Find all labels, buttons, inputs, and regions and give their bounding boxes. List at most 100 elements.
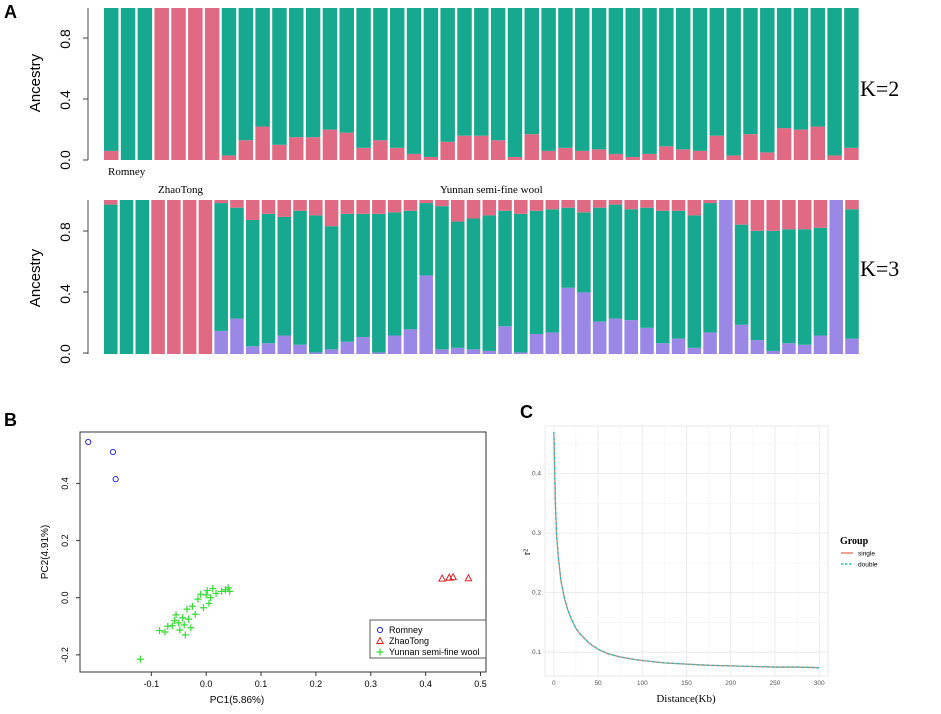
k3-bar-27-teal xyxy=(514,213,528,353)
pca-ytick-label-3: 0.4 xyxy=(60,477,70,490)
k2-bar-3-teal xyxy=(137,8,153,160)
k3-bars xyxy=(104,200,859,354)
k2-bar-22-teal xyxy=(457,8,472,136)
ld-ytick-label-2: 0.3 xyxy=(532,530,541,537)
k2-bar-23-pink xyxy=(474,135,489,160)
k3-bar-8-purple xyxy=(214,330,228,354)
k2-bar-6-pink xyxy=(188,8,203,160)
k2-bar-18-teal xyxy=(389,8,405,148)
ld-xtick-label-2: 100 xyxy=(637,680,648,687)
k3-bar-14-purple xyxy=(309,352,323,354)
pca-xtick-label-0: -0.1 xyxy=(144,679,160,689)
k2-bar-23-teal xyxy=(474,8,489,136)
pca-point-romney-3 xyxy=(112,476,119,483)
legend-romney-label: Romney xyxy=(389,625,423,635)
k3-ylabel: Ancestry xyxy=(27,248,44,307)
ld-grid xyxy=(545,426,828,676)
ld-legend: Group single double xyxy=(840,536,878,569)
k2-bar-24-teal xyxy=(490,8,506,141)
k2-bar-32-pink xyxy=(625,156,640,160)
ld-xtick-label-4: 200 xyxy=(725,680,736,687)
k3-bar-10-purple xyxy=(245,346,260,354)
pca-point-yunnan-30 xyxy=(205,599,213,607)
k3-bar-43-pink xyxy=(766,200,780,231)
k2-bar-25-teal xyxy=(507,8,523,157)
k3-bar-22-purple xyxy=(435,349,449,354)
legend-zhaotong-marker xyxy=(375,636,385,644)
k2-bar-30-teal xyxy=(591,8,607,150)
k3-bar-37-teal xyxy=(671,210,686,339)
k3-bar-45-pink xyxy=(797,200,812,230)
k2-bar-27-pink xyxy=(541,150,556,160)
k2-bar-39-pink xyxy=(743,134,758,160)
pca-point-yunnan-7 xyxy=(172,611,180,619)
ld-xtick-label-3: 150 xyxy=(681,680,692,687)
k2-bar-29-teal xyxy=(575,8,590,151)
pca-point-romney-2 xyxy=(109,448,117,456)
ld-ylabel: r² xyxy=(522,549,533,555)
k2-bar-12-teal xyxy=(289,8,304,138)
k3-bar-18-purple xyxy=(372,352,386,354)
k2-ylabel: Ancestry xyxy=(27,53,44,112)
k3-bar-11-pink xyxy=(261,200,276,214)
k3-bar-11-teal xyxy=(261,213,276,344)
k3-bar-30-purple xyxy=(561,287,575,354)
k3-bar-9-pink xyxy=(230,200,244,208)
k3-bar-34-pink xyxy=(624,200,638,210)
k3-bar-37-purple xyxy=(671,338,686,354)
k2-bar-40-teal xyxy=(760,8,775,153)
k3-bar-48-purple xyxy=(845,338,859,354)
k3-bar-21-pink xyxy=(419,200,433,204)
ld-xtick-label-5: 250 xyxy=(770,680,781,687)
k2-bar-41-teal xyxy=(776,8,792,129)
k3-bar-4-pink xyxy=(151,200,165,354)
pca-xtick-label-6: 0.5 xyxy=(474,679,487,689)
k2-bar-20-teal xyxy=(423,8,439,157)
k3-plot: Ancestry 0.0 0.4 0.8 K=3 xyxy=(27,200,899,364)
k2-bar-26-pink xyxy=(524,134,540,160)
legend-yunnan-label: Yunnan semi-fine wool xyxy=(389,647,480,657)
pca-point-yunnan-16 xyxy=(188,602,196,610)
ld-xlabel: Distance(Kb) xyxy=(656,693,716,705)
pca-xtick-label-2: 0.1 xyxy=(255,679,268,689)
k2-bar-19-pink xyxy=(406,153,422,160)
k3-bar-38-pink xyxy=(687,200,702,216)
k3-bar-12-purple xyxy=(277,335,292,354)
ld-xtick-label-0: 0 xyxy=(552,680,556,687)
k3-bar-44-purple xyxy=(782,343,796,354)
pca-point-yunnan-3 xyxy=(161,628,169,636)
k2-ytick-2: 0.8 xyxy=(57,29,73,49)
pca-point-yunnan-11 xyxy=(180,621,188,629)
k2-bar-10-pink xyxy=(255,126,270,160)
pca-point-yunnan-6 xyxy=(170,617,178,625)
k3-bar-41-pink xyxy=(734,200,749,225)
k3-bar-29-purple xyxy=(545,332,560,354)
k3-bar-26-pink xyxy=(498,200,512,211)
k3-bar-15-pink xyxy=(324,200,339,227)
k3-bar-11-purple xyxy=(261,343,276,354)
k2-bar-5-pink xyxy=(171,8,186,160)
pca-point-zhaotong-3 xyxy=(449,572,458,581)
k3-bar-42-teal xyxy=(750,230,765,341)
k3-bar-44-pink xyxy=(782,200,796,230)
group-label-yunnan: Yunnan semi-fine wool xyxy=(440,184,543,196)
k2-bar-35-pink xyxy=(675,149,691,160)
k3-bar-27-pink xyxy=(514,200,528,214)
k3-bar-20-purple xyxy=(403,329,418,354)
k3-bar-15-teal xyxy=(324,226,339,350)
k3-bar-19-teal xyxy=(387,212,402,336)
k3-bar-30-teal xyxy=(561,207,575,288)
k3-bar-22-teal xyxy=(435,206,449,350)
k2-bar-4-pink xyxy=(154,8,169,160)
k3-bar-48-teal xyxy=(845,209,859,339)
group-label-zhaotong: ZhaoTong xyxy=(158,184,204,196)
ld-legend-double-label: double xyxy=(858,562,878,569)
k2-bar-13-teal xyxy=(305,8,321,138)
k3-bar-18-pink xyxy=(372,200,386,214)
k2-bar-22-pink xyxy=(457,135,472,160)
k2-bar-15-pink xyxy=(339,132,354,160)
k2-bar-10-teal xyxy=(255,8,270,127)
k3-bar-16-teal xyxy=(340,213,355,342)
panel-c: C 0 50 100 150 200 250 300 0.1 0.2 0.3 0.4 r² Dist… xyxy=(520,402,878,705)
